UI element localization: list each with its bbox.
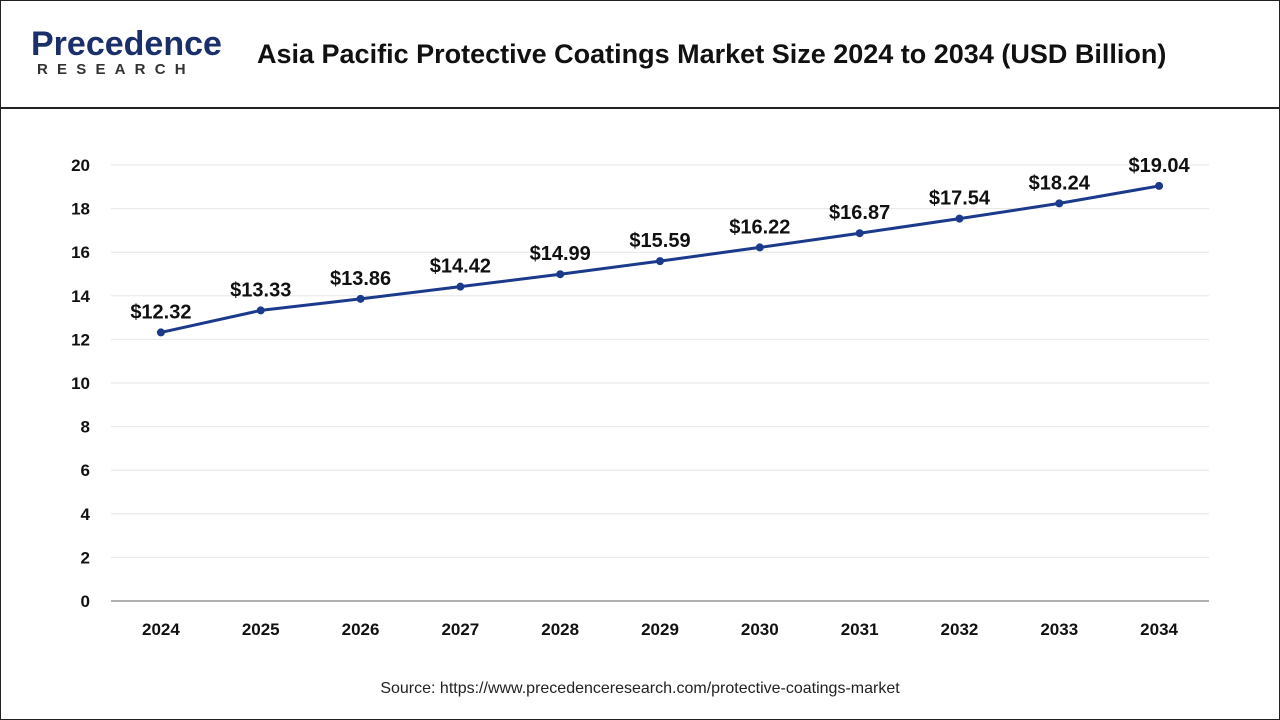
x-tick-label: 2024: [142, 620, 180, 639]
y-tick-label: 6: [81, 461, 90, 480]
x-tick-label: 2025: [242, 620, 280, 639]
data-label: $19.04: [1129, 155, 1191, 177]
data-label: $15.59: [629, 230, 690, 252]
data-point: [955, 214, 964, 223]
chart-title: Asia Pacific Protective Coatings Market …: [257, 39, 1167, 69]
x-tick-label: 2034: [1140, 620, 1178, 639]
y-tick-label: 14: [71, 287, 90, 306]
y-tick-label: 2: [81, 548, 90, 567]
x-tick-label: 2033: [1040, 620, 1078, 639]
line-chart: 0 2 4 6 8 10 12 14 16 18 20 2024 2025 2026 2027 2028 202…: [71, 155, 1209, 639]
y-tick-label: 8: [81, 418, 90, 437]
y-tick-label: 16: [71, 243, 90, 262]
y-tick-label: 18: [71, 200, 90, 219]
data-label: $13.33: [230, 279, 291, 301]
x-tick-label: 2028: [541, 620, 579, 639]
logo-sub-text: RESEARCH: [37, 61, 195, 78]
data-point: [1055, 199, 1064, 208]
data-point: [456, 282, 465, 291]
data-point: [556, 270, 565, 279]
data-point: [755, 243, 764, 252]
brand-logo: Precedence RESEARCH: [31, 25, 231, 85]
data-point: [855, 229, 864, 238]
data-label: $16.22: [729, 216, 790, 238]
data-label: $16.87: [829, 202, 890, 224]
data-point: [1155, 181, 1164, 190]
logo-main-text: Precedence: [31, 25, 222, 63]
data-label: $18.24: [1029, 172, 1091, 194]
data-label: $17.54: [929, 188, 991, 210]
x-tick-label: 2026: [342, 620, 380, 639]
y-tick-label: 10: [71, 374, 90, 393]
y-tick-label: 20: [71, 156, 90, 175]
y-tick-label: 4: [81, 505, 91, 524]
data-label: $14.99: [530, 243, 591, 265]
data-point: [256, 306, 265, 315]
x-tick-label: 2030: [741, 620, 779, 639]
data-label: $14.42: [430, 256, 491, 278]
source-note: Source: https://www.precedenceresearch.c…: [380, 680, 900, 697]
y-tick-label: 0: [81, 592, 90, 611]
data-label: $12.32: [130, 301, 191, 323]
data-point: [656, 257, 664, 266]
x-tick-label: 2031: [841, 620, 879, 639]
x-tick-label: 2029: [641, 620, 679, 639]
data-point: [356, 294, 365, 303]
x-tick-label: 2032: [941, 620, 979, 639]
header: Precedence RESEARCH Asia Pacific Protect…: [1, 1, 1279, 109]
data-point: [156, 328, 165, 337]
data-label: $13.86: [330, 268, 391, 290]
x-tick-label: 2027: [441, 620, 479, 639]
y-tick-label: 12: [71, 330, 90, 349]
